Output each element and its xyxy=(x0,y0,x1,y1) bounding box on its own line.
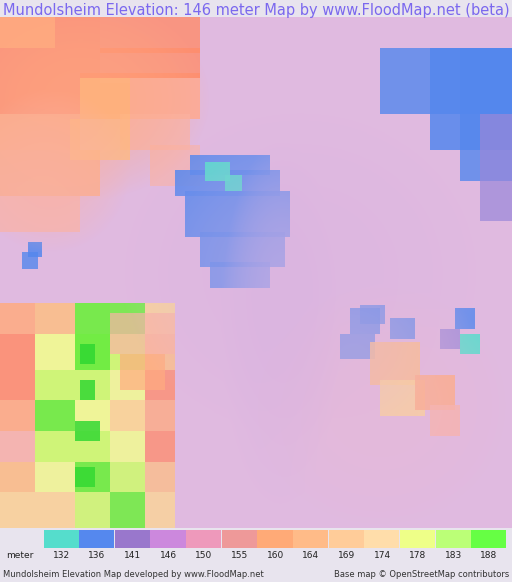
FancyBboxPatch shape xyxy=(436,530,471,548)
FancyBboxPatch shape xyxy=(471,530,506,548)
Text: 136: 136 xyxy=(89,551,105,560)
Text: 169: 169 xyxy=(338,551,355,560)
FancyBboxPatch shape xyxy=(329,530,364,548)
FancyBboxPatch shape xyxy=(293,530,328,548)
Text: meter: meter xyxy=(6,551,33,560)
FancyBboxPatch shape xyxy=(222,530,257,548)
Text: 150: 150 xyxy=(195,551,212,560)
Text: Mundolsheim Elevation Map developed by www.FloodMap.net: Mundolsheim Elevation Map developed by w… xyxy=(3,570,263,579)
Text: 178: 178 xyxy=(409,551,426,560)
FancyBboxPatch shape xyxy=(365,530,399,548)
FancyBboxPatch shape xyxy=(115,530,150,548)
Text: 188: 188 xyxy=(480,551,498,560)
Text: 164: 164 xyxy=(302,551,319,560)
FancyBboxPatch shape xyxy=(151,530,185,548)
Text: Base map © OpenStreetMap contributors: Base map © OpenStreetMap contributors xyxy=(334,570,509,579)
FancyBboxPatch shape xyxy=(258,530,292,548)
Text: Mundolsheim Elevation: 146 meter Map by www.FloodMap.net (beta): Mundolsheim Elevation: 146 meter Map by … xyxy=(3,3,509,17)
Text: 174: 174 xyxy=(374,551,391,560)
FancyBboxPatch shape xyxy=(44,530,79,548)
FancyBboxPatch shape xyxy=(186,530,221,548)
Text: 183: 183 xyxy=(445,551,462,560)
Text: 160: 160 xyxy=(267,551,284,560)
FancyBboxPatch shape xyxy=(400,530,435,548)
Text: 132: 132 xyxy=(53,551,70,560)
Text: 155: 155 xyxy=(231,551,248,560)
Text: 141: 141 xyxy=(124,551,141,560)
FancyBboxPatch shape xyxy=(79,530,114,548)
Text: 146: 146 xyxy=(160,551,177,560)
